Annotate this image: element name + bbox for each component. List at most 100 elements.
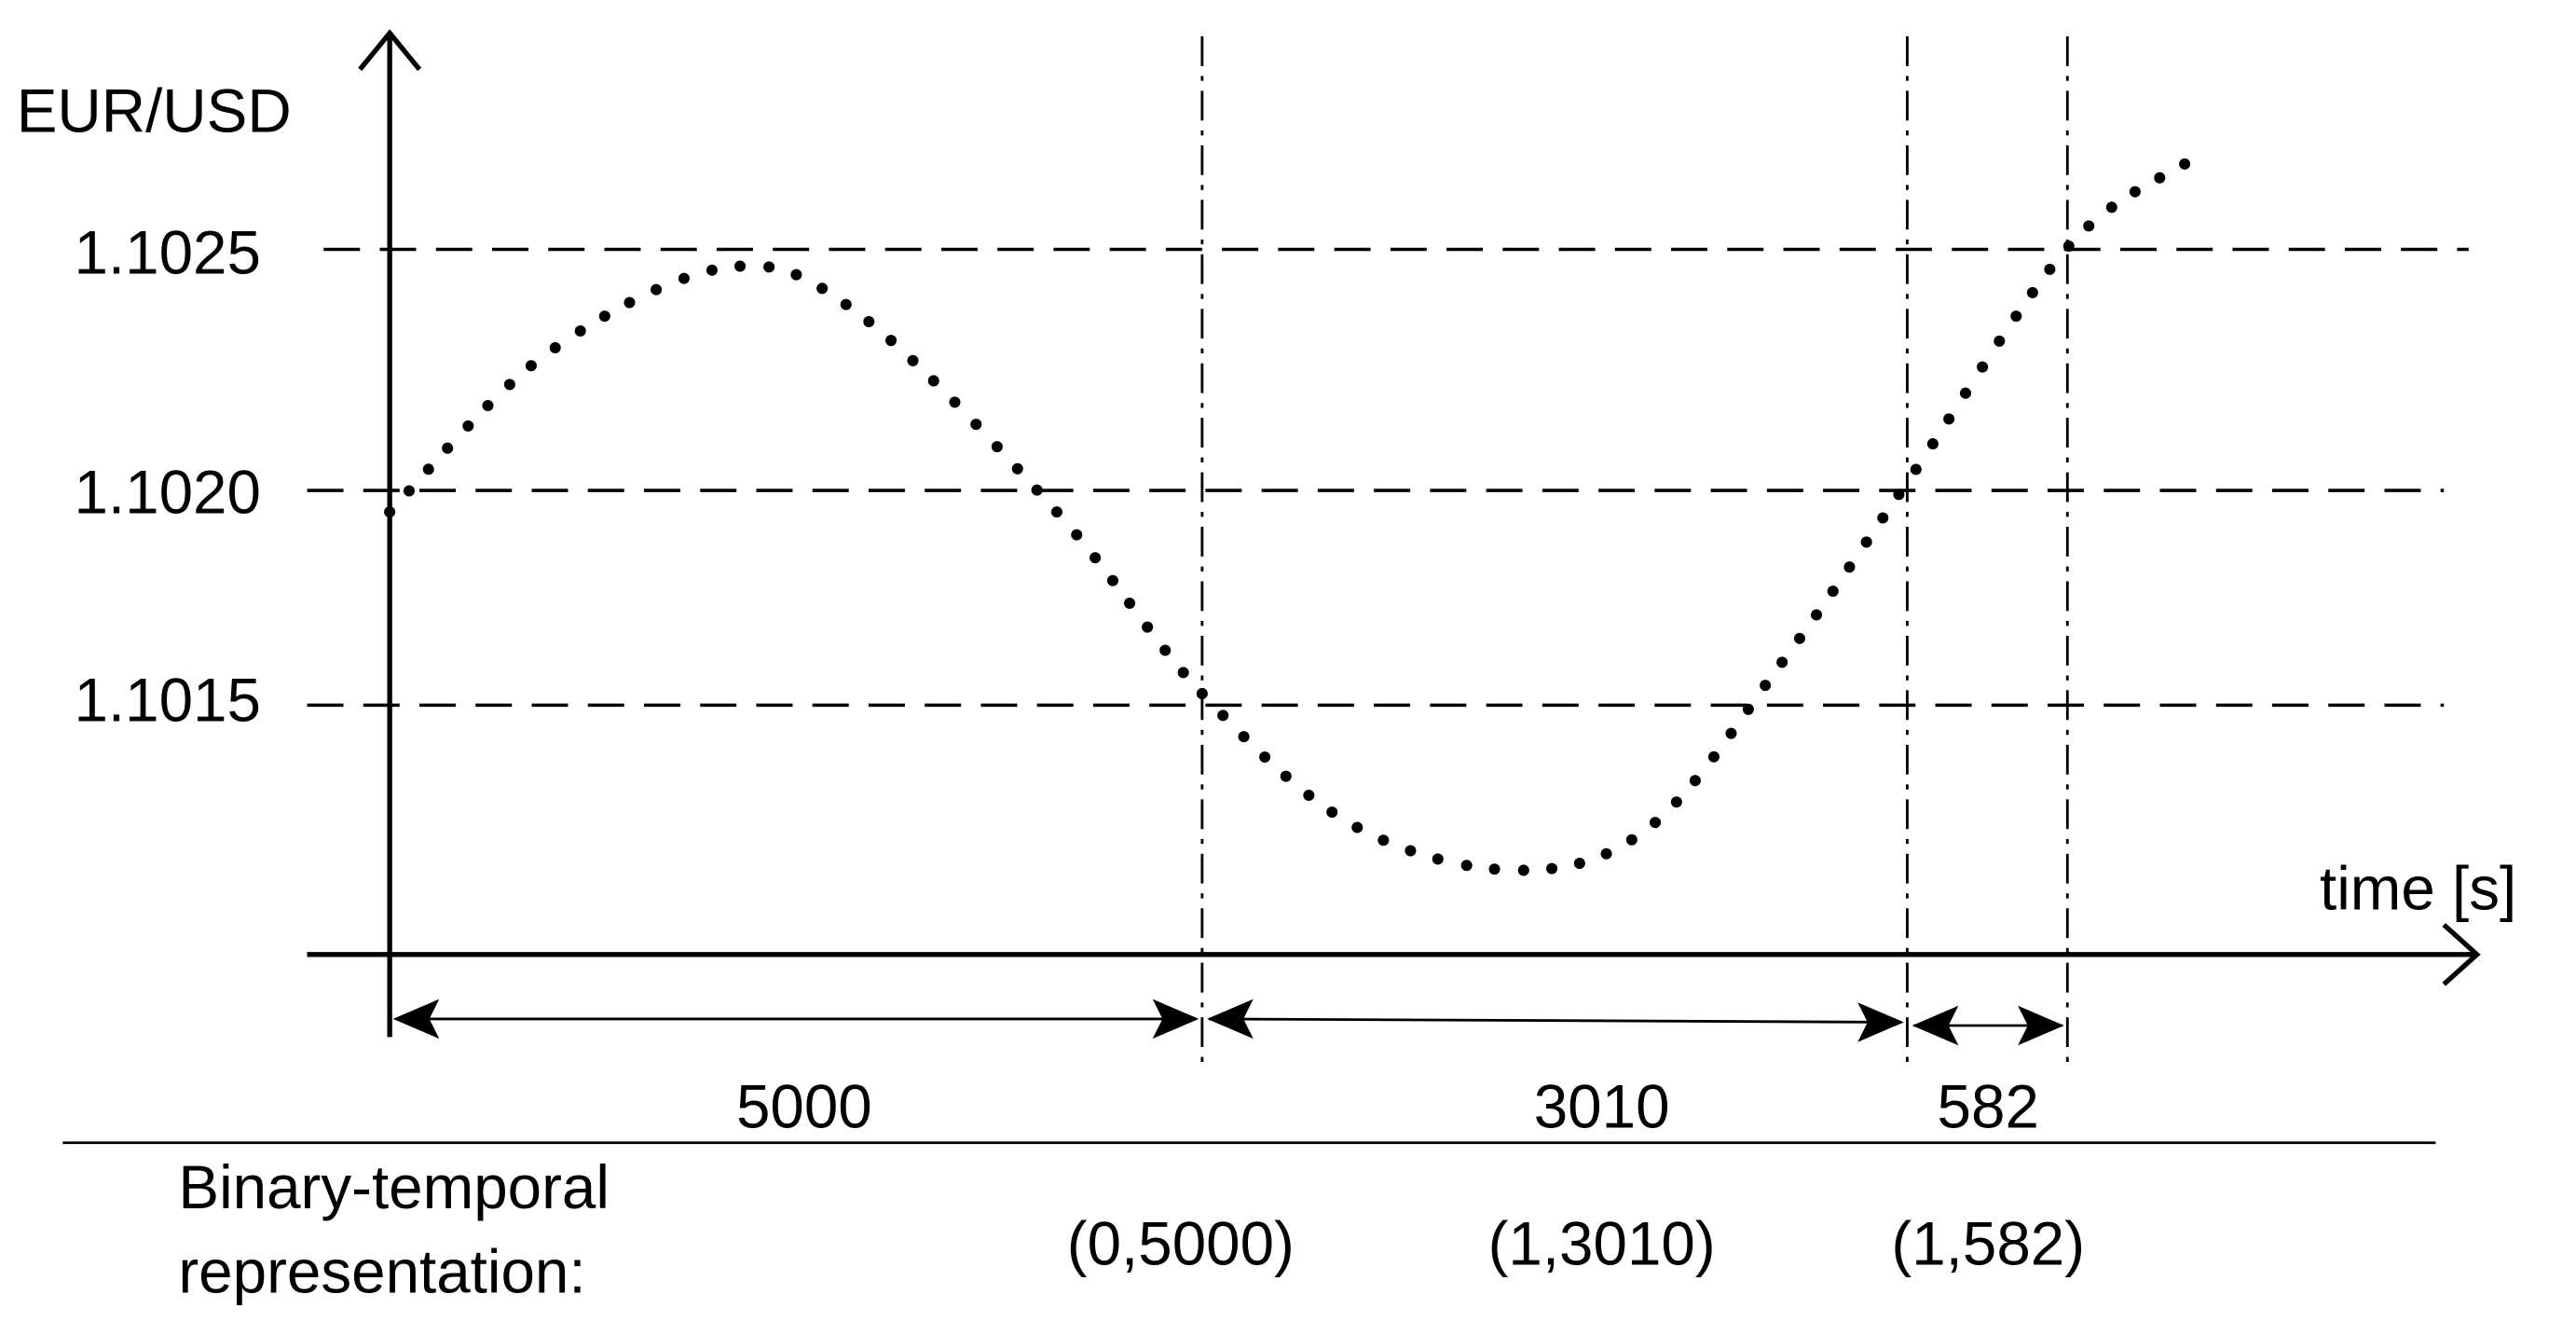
interval-label: 3010	[1534, 1072, 1670, 1140]
curve-dot	[525, 360, 537, 372]
curve-dot	[2010, 310, 2022, 323]
curve-dot	[1994, 335, 2006, 347]
curve-dot	[970, 419, 982, 431]
curve-dot	[927, 375, 939, 387]
level-label: 1.1025	[74, 219, 260, 287]
curve-dot	[1280, 770, 1292, 782]
interval-arrows	[392, 999, 2064, 1046]
curve-dot	[623, 296, 636, 309]
arrowhead	[1911, 1005, 1959, 1046]
representation-pair: (1,3010)	[1488, 1209, 1716, 1277]
curve-dot	[1351, 821, 1363, 833]
representation-pair: (1,582)	[1891, 1209, 2085, 1277]
curve-dot	[2129, 186, 2141, 198]
curve-dot	[1050, 506, 1062, 518]
curve-dot	[1488, 863, 1500, 875]
representation-pair: (0,5000)	[1067, 1209, 1295, 1277]
curve-dot	[991, 441, 1003, 453]
x-axis-arrow	[2442, 922, 2481, 986]
curve-dot	[1089, 552, 1102, 564]
curve-dot	[1843, 561, 1856, 573]
arrowhead	[1857, 1002, 1904, 1042]
price-curve	[384, 158, 2191, 876]
curve-dot	[1460, 860, 1473, 872]
curve-dot	[442, 442, 454, 454]
curve-dot	[1689, 775, 1701, 787]
curve-dot	[1159, 644, 1172, 656]
curve-dot	[2083, 220, 2095, 232]
curve-dot	[1943, 413, 1955, 425]
curve-dot	[706, 264, 718, 276]
curve-dot	[598, 310, 610, 323]
curve-dot	[1546, 862, 1558, 875]
interval-label: 582	[1938, 1072, 2039, 1140]
curve-dot	[1238, 731, 1250, 743]
curve-dot	[1404, 845, 1417, 857]
curve-dot	[1977, 361, 1989, 373]
curve-dot	[1106, 574, 1118, 586]
arrowhead	[1207, 999, 1254, 1040]
curve-dot	[2062, 240, 2075, 253]
level-label: 1.1020	[74, 458, 260, 526]
curve-dot	[816, 282, 829, 295]
curve-dot	[384, 506, 396, 518]
curve-dot	[1650, 817, 1662, 829]
arrowhead	[1152, 999, 1199, 1040]
curve-dot	[2044, 263, 2056, 275]
curve-dot	[1670, 796, 1682, 808]
arrowhead	[392, 999, 440, 1040]
interval-label: 5000	[736, 1072, 872, 1140]
curve-dot	[1877, 512, 1889, 524]
curve-dot	[1303, 789, 1315, 802]
curve-dot	[1196, 687, 1208, 699]
curve-dot	[907, 354, 919, 366]
curve-dot	[1810, 609, 1823, 621]
curve-dot	[422, 463, 434, 475]
curve-dot	[763, 261, 775, 273]
curve-dot	[1517, 864, 1529, 876]
curve-dot	[1432, 853, 1444, 865]
curve-dot	[1071, 529, 1083, 541]
curve-dot	[885, 335, 897, 347]
curve-dot	[462, 420, 474, 432]
curve-dot	[1011, 462, 1023, 475]
curve-dot	[482, 400, 494, 412]
level-label: 1.1015	[74, 667, 260, 735]
curve-dot	[1259, 751, 1271, 764]
curve-dot	[2026, 286, 2038, 298]
curve-dot	[2154, 172, 2166, 184]
curve-dot	[863, 315, 875, 328]
curve-dot	[1760, 680, 1772, 692]
curve-dot	[1893, 489, 1905, 501]
curve-dot	[1793, 632, 1805, 644]
curve-dot	[1707, 751, 1720, 763]
curve-dot	[549, 341, 561, 354]
curve-dot	[1217, 709, 1229, 722]
y-axis-label: EUR/USD	[17, 76, 292, 145]
curve-dot	[840, 298, 852, 310]
curve-dot	[1142, 621, 1154, 633]
curve-dot	[790, 269, 802, 281]
curve-dot	[1725, 727, 1737, 739]
curve-dot	[678, 272, 690, 284]
curve-dot	[1959, 387, 1972, 399]
x-axis-label: time [s]	[2320, 855, 2516, 923]
curve-dot	[1031, 484, 1043, 496]
curve-dot	[1124, 597, 1136, 609]
interval-arrow	[1208, 1017, 1901, 1024]
curve-dot	[1326, 806, 1338, 819]
curve-dot	[574, 324, 586, 337]
curve-dot	[1860, 536, 1872, 548]
curve-dot	[1377, 834, 1390, 847]
arrowhead	[2018, 1005, 2064, 1046]
curve-dot	[403, 485, 416, 497]
curve-dot	[1776, 656, 1788, 668]
curve-dot	[1573, 858, 1585, 870]
curve-dot	[1926, 438, 1939, 450]
curve-dot	[503, 379, 515, 391]
curve-dot	[1742, 703, 1754, 715]
curve-dot	[1827, 585, 1839, 598]
representation-label: representation:	[178, 1238, 585, 1306]
